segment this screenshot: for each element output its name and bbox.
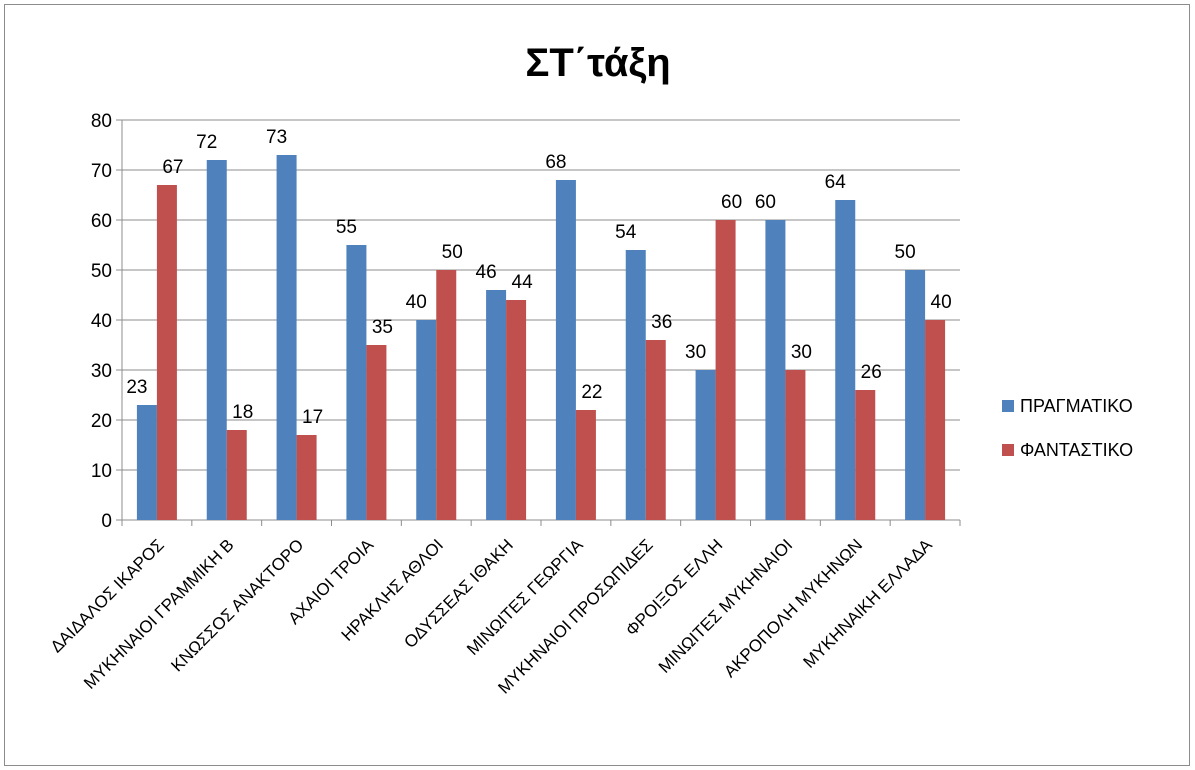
data-label: 67 [162,157,183,178]
bars [136,155,946,520]
y-tick-label: 10 [91,461,112,482]
category-label: ΚΝΩΣΣΟΣ ΑΝΑΚΤΟΡΟ [167,535,307,675]
data-label: 72 [196,132,217,153]
bar-series-2 [436,270,457,520]
bar-series-2 [785,370,806,520]
bar-series-2 [715,220,736,520]
data-label: 55 [336,217,357,238]
data-label: 64 [825,172,847,193]
y-tick-label: 70 [91,161,112,182]
bar-series-1 [136,405,157,520]
bar-series-1 [835,200,856,520]
data-label: 22 [581,382,602,403]
category-label: ΜΥΚΗΝΑΙΚΗ ΕΛΛΑΔΑ [800,535,937,672]
bar-series-1 [486,290,507,520]
chart-title: ΣΤ΄τάξη [525,41,670,85]
data-label: 30 [685,342,706,363]
y-tick-label: 0 [101,511,112,532]
bar-series-1 [276,155,297,520]
bar-series-1 [905,270,926,520]
data-label: 40 [406,292,427,313]
data-label: 68 [545,152,566,173]
bar-series-2 [645,340,666,520]
data-label: 23 [126,377,147,398]
chart-frame [4,4,1190,766]
category-label: ΔΑΙΔΑΛΟΣ ΙΚΑΡΟΣ [47,535,168,656]
legend-label: ΠΡΑΓΜΑΤΙΚΟ [1020,396,1133,416]
data-label: 17 [302,407,323,428]
data-label: 60 [755,192,776,213]
data-label: 30 [791,342,812,363]
data-label: 18 [232,402,253,423]
data-label: 40 [931,292,952,313]
data-label: 46 [476,262,497,283]
gridlines [122,119,960,471]
bar-series-2 [506,300,527,520]
bar-series-2 [575,410,596,520]
legend-label: ΦΑΝΤΑΣΤΙΚΟ [1020,440,1133,460]
bar-series-2 [226,430,247,520]
y-tick-label: 80 [91,111,112,132]
y-tick-label: 30 [91,361,112,382]
bar-series-1 [765,220,786,520]
data-labels: 23 67 72 18 73 17 55 35 40 50 46 44 68 22 54 36 30 60 60 30… [126,127,951,428]
bar-series-1 [416,320,437,520]
y-tick-label: 60 [91,211,112,232]
bar-series-1 [555,180,576,520]
category-label: ΜΙΝΩΙΤΕΣ ΜΥΚΗΝΑΙΟΙ [655,535,796,676]
data-label: 26 [861,362,882,383]
data-label: 35 [372,317,393,338]
bar-series-1 [625,250,646,520]
data-label: 36 [651,312,672,333]
bar-series-1 [695,370,716,520]
bar-series-2 [925,320,946,520]
data-label: 54 [615,222,637,243]
bar-series-1 [206,160,227,520]
data-label: 50 [895,242,916,263]
y-tick-label: 20 [91,411,112,432]
bar-series-1 [346,245,367,520]
bar-series-2 [296,435,317,520]
category-label: ΜΙΝΩΙΤΕΣ ΓΕΩΡΓΙΑ [463,535,587,659]
axes: 0 10 20 30 40 50 60 70 80 [91,111,961,532]
category-label: ΑΚΡΟΠΟΛΗ ΜΥΚΗΝΩΝ [720,535,866,681]
bar-series-2 [855,390,876,520]
bar-series-2 [366,345,387,520]
data-label: 73 [266,127,287,148]
legend-swatch [1002,444,1014,456]
data-label: 50 [442,242,463,263]
y-tick-label: 40 [91,311,112,332]
legend-swatch [1002,400,1014,412]
data-label: 44 [512,272,534,293]
data-label: 60 [721,192,742,213]
legend: ΠΡΑΓΜΑΤΙΚΟ ΦΑΝΤΑΣΤΙΚΟ [1002,396,1133,460]
y-tick-label: 50 [91,261,112,282]
bar-series-2 [156,185,177,520]
